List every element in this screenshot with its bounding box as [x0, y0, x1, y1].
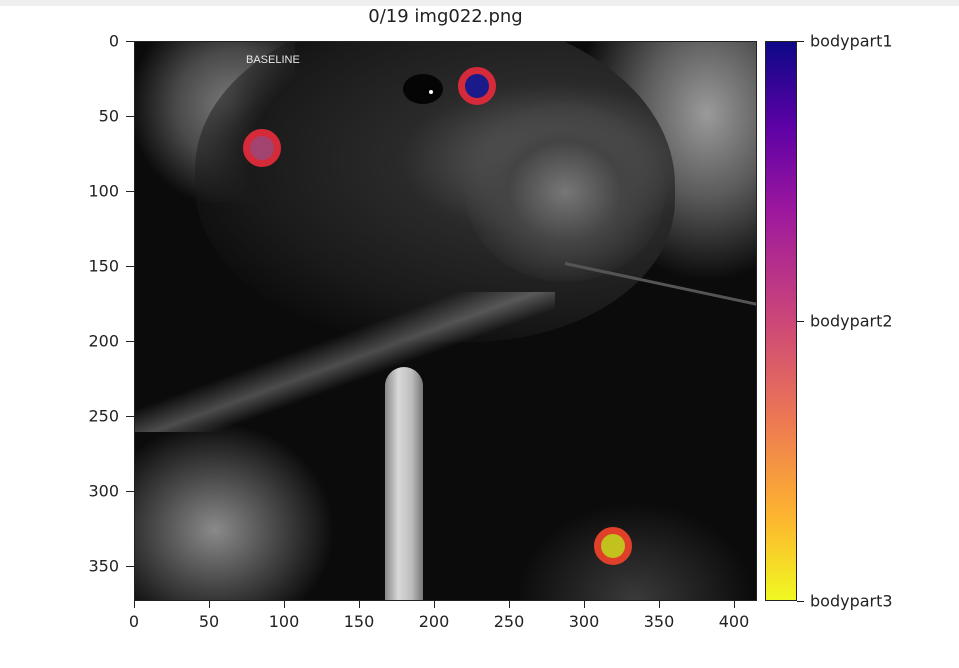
colorbar-label-bodypart3: bodypart3	[810, 591, 893, 611]
x-tick-label: 350	[643, 612, 675, 631]
x-tick	[209, 601, 210, 608]
y-tick-label: 0	[108, 31, 119, 51]
y-tick-label: 350	[88, 556, 119, 576]
y-tick	[126, 191, 134, 192]
colorbar-label-bodypart2: bodypart2	[810, 311, 893, 331]
x-tick	[734, 601, 735, 608]
x-tick	[359, 601, 360, 608]
image-axes[interactable]: BASELINE	[134, 41, 757, 601]
marker-bodypart1[interactable]	[458, 67, 496, 105]
x-tick-label: 250	[493, 612, 525, 631]
x-tick-label: 100	[268, 612, 300, 631]
colorbar-tick	[797, 601, 804, 602]
y-tick-label: 50	[98, 106, 119, 126]
colorbar-tick	[797, 321, 804, 322]
mouse-frame-image	[135, 42, 756, 600]
y-tick-label: 250	[88, 406, 119, 426]
y-tick-label: 300	[88, 481, 119, 501]
baseline-label: BASELINE	[246, 54, 300, 66]
marker-bodypart3[interactable]	[594, 527, 632, 565]
y-tick-label: 100	[88, 181, 119, 201]
figure-title: 0/19 img022.png	[368, 6, 523, 27]
colorbar	[765, 41, 797, 601]
y-tick	[126, 566, 134, 567]
y-tick	[126, 41, 134, 42]
y-tick	[126, 491, 134, 492]
x-tick	[659, 601, 660, 608]
x-tick	[284, 601, 285, 608]
window-top-strip	[0, 0, 959, 6]
colorbar-tick	[797, 41, 804, 42]
y-tick	[126, 416, 134, 417]
x-tick	[584, 601, 585, 608]
y-tick	[126, 341, 134, 342]
x-tick-label: 0	[128, 612, 140, 631]
x-tick-label: 300	[568, 612, 600, 631]
y-tick-label: 200	[88, 331, 119, 351]
marker-bodypart2[interactable]	[243, 129, 281, 167]
x-tick-label: 150	[343, 612, 375, 631]
x-tick	[434, 601, 435, 608]
y-tick	[126, 266, 134, 267]
x-tick-label: 400	[718, 612, 750, 631]
x-tick	[509, 601, 510, 608]
colorbar-label-bodypart1: bodypart1	[810, 31, 893, 51]
x-tick-label: 200	[418, 612, 450, 631]
x-tick	[134, 601, 135, 608]
x-tick-label: 50	[198, 612, 220, 631]
y-tick-label: 150	[88, 256, 119, 276]
y-tick	[126, 116, 134, 117]
